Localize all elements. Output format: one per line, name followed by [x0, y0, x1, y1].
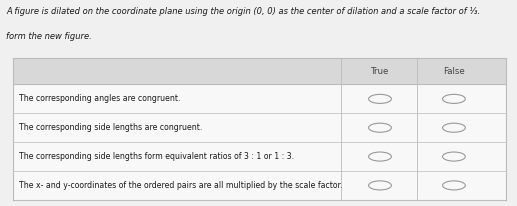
Text: The corresponding angles are congruent.: The corresponding angles are congruent.	[19, 94, 180, 103]
Text: The corresponding side lengths form equivalent ratios of 3 : 1 or 1 : 3.: The corresponding side lengths form equi…	[19, 152, 294, 161]
Text: The x- and y-coordinates of the ordered pairs are all multiplied by the scale fa: The x- and y-coordinates of the ordered …	[19, 181, 343, 190]
Text: form the new figure.: form the new figure.	[6, 32, 92, 41]
Text: False: False	[443, 67, 465, 76]
Text: True: True	[371, 67, 389, 76]
Text: A figure is dilated on the coordinate plane using the origin (0, 0) as the cente: A figure is dilated on the coordinate pl…	[6, 7, 480, 16]
Text: The corresponding side lengths are congruent.: The corresponding side lengths are congr…	[19, 123, 203, 132]
